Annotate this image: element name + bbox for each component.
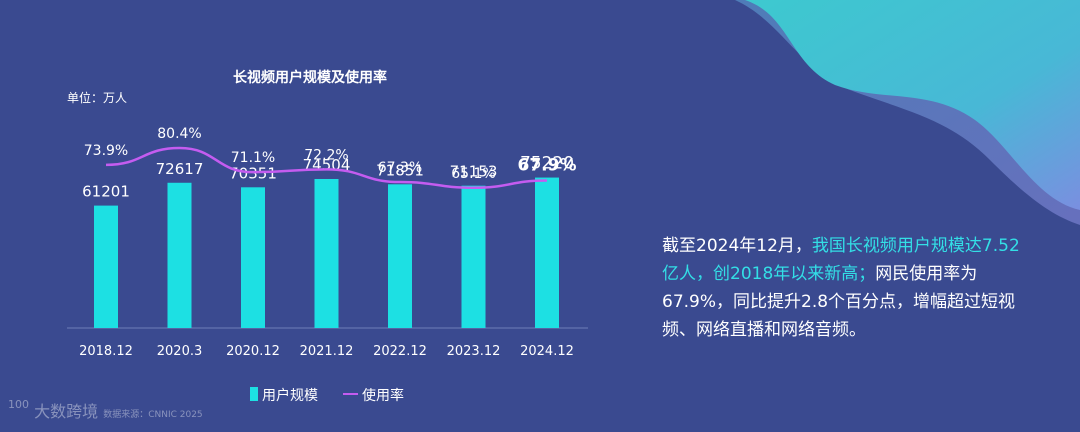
bar-2018.12 xyxy=(94,205,118,328)
watermark-logo: 100 xyxy=(8,398,29,411)
legend-bar-swatch xyxy=(250,387,258,401)
watermark: 100 大数跨境 数据来源：CNNIC 2025 xyxy=(8,398,203,422)
summary-part-3: 网民使用率为67.9%，同比提升2.8个百分点，增幅超过短视频、网络直播和网络音… xyxy=(662,264,1016,340)
rate-value-label: 73.9% xyxy=(84,143,128,159)
bar-2021.12 xyxy=(314,178,339,328)
bar-value-label: 61201 xyxy=(82,183,130,201)
rate-value-label: 67.3% xyxy=(378,160,422,176)
bar-value-label: 72617 xyxy=(156,160,204,178)
watermark-text: 大数跨境 xyxy=(34,402,99,421)
chart-title: 长视频用户规模及使用率 xyxy=(233,69,387,86)
bar-2020.12 xyxy=(241,187,265,328)
x-tick-label: 2018.12 xyxy=(79,344,133,359)
x-tick-label: 2020.3 xyxy=(157,344,203,359)
bar-2024.12 xyxy=(535,177,559,328)
summary-highlight: 我国长视频用户规模达7.52亿人，创2018年以来新高； xyxy=(662,236,1020,284)
summary-text: 截至2024年12月，我国长视频用户规模达7.52亿人，创2018年以来新高；网… xyxy=(662,232,1034,344)
rate-value-label: 80.4% xyxy=(157,126,201,142)
bar-value-label: 71851 xyxy=(376,161,424,179)
rate-value-label: 67.9% xyxy=(518,156,577,176)
rate-value-label: 72.2% xyxy=(304,147,348,163)
legend-line-label: 使用率 xyxy=(362,387,404,404)
bar-value-label: 71153 xyxy=(450,163,498,181)
unit-label: 单位：万人 xyxy=(67,91,128,105)
legend: 用户规模 使用率 xyxy=(250,387,404,404)
bar-2022.12 xyxy=(388,184,412,328)
x-tick-label: 2022.12 xyxy=(373,344,427,359)
rate-value-label: 65.1% xyxy=(451,166,495,182)
x-tick-label: 2020.12 xyxy=(226,344,280,359)
legend-bar-label: 用户规模 xyxy=(262,387,318,404)
bar-2020.3 xyxy=(167,182,192,328)
bar-value-label: 75220 xyxy=(520,154,574,174)
x-tick-label: 2024.12 xyxy=(520,344,574,359)
rate-value-label: 71.1% xyxy=(231,150,275,166)
bar-2023.12 xyxy=(461,185,486,328)
data-source-note: 数据来源：CNNIC 2025 xyxy=(103,410,203,420)
x-tick-label: 2021.12 xyxy=(300,344,354,359)
summary-part-1: 截至2024年12月， xyxy=(662,236,812,256)
usage-rate-line xyxy=(105,146,548,190)
x-tick-label: 2023.12 xyxy=(447,344,501,359)
